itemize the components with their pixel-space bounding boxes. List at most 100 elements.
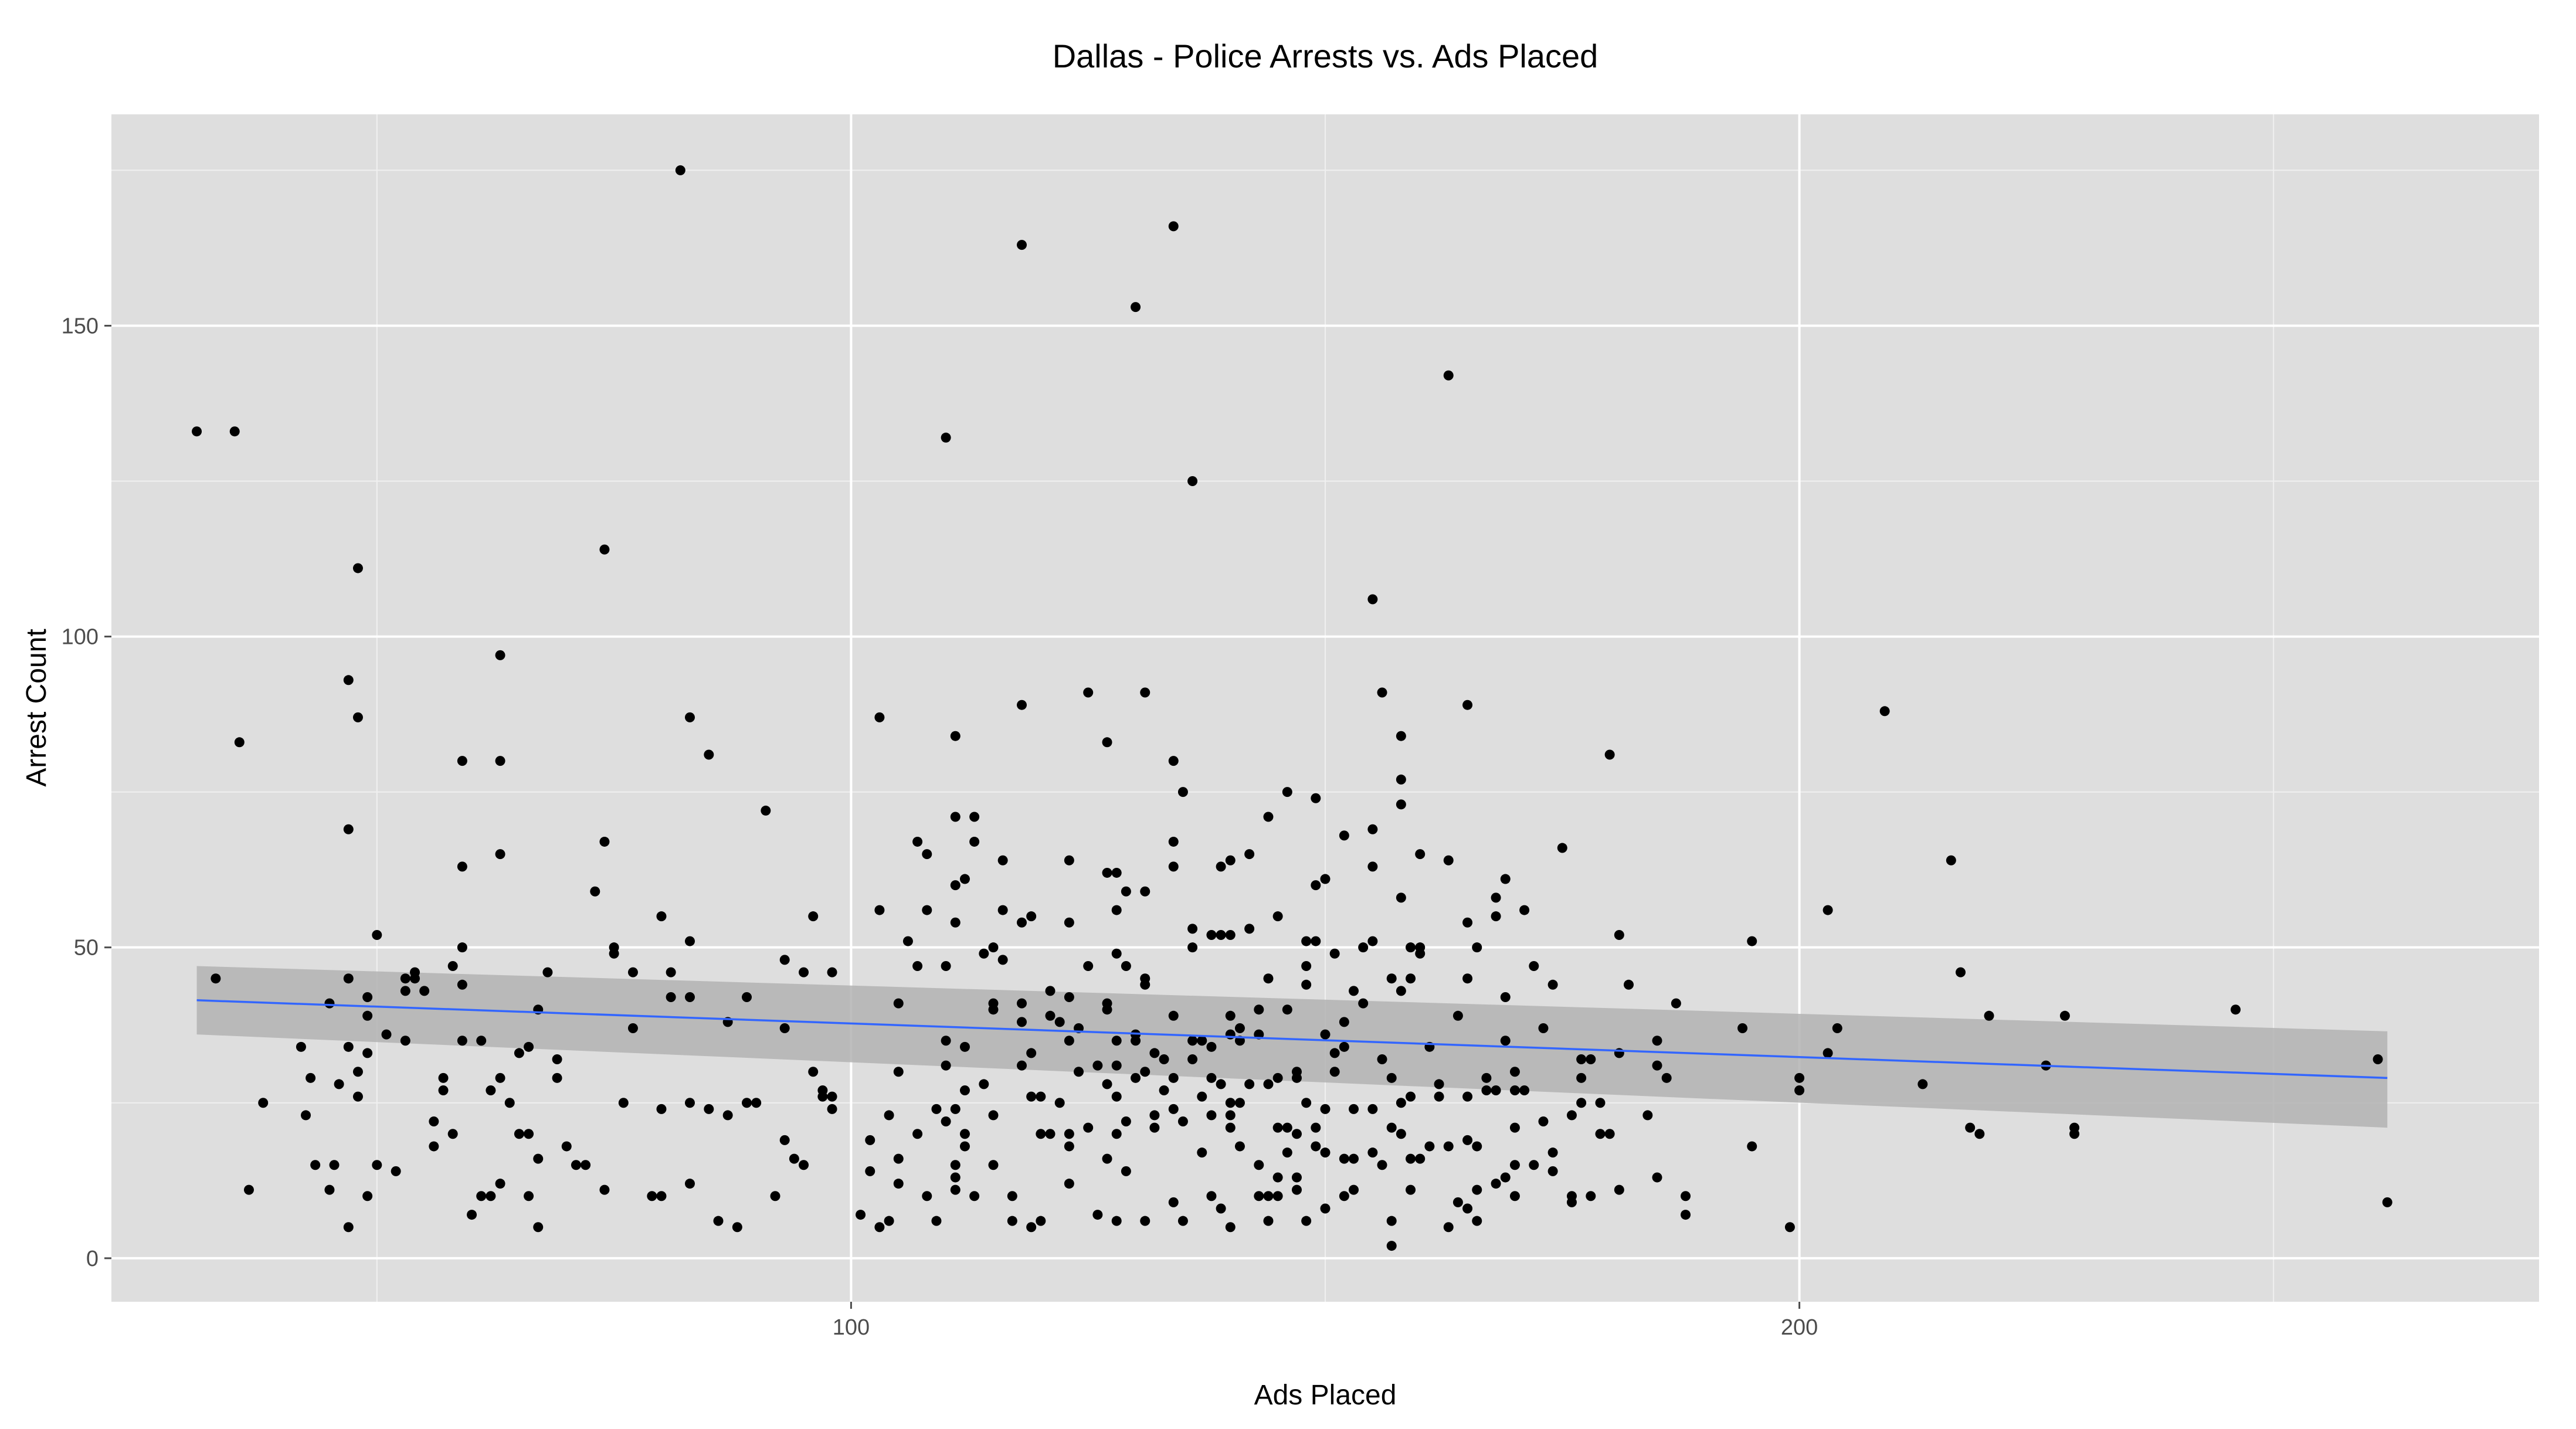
data-point: [1576, 1098, 1587, 1108]
data-point: [352, 563, 363, 573]
data-point: [941, 960, 951, 971]
data-point: [1519, 905, 1530, 915]
data-point: [856, 1210, 866, 1220]
data-point: [1064, 855, 1074, 865]
data-point: [1917, 1079, 1928, 1089]
data-point: [1595, 1129, 1606, 1139]
data-point: [1083, 960, 1094, 971]
data-point: [400, 986, 410, 996]
data-point: [969, 812, 980, 822]
data-point: [912, 1129, 923, 1139]
data-point: [1102, 1153, 1112, 1164]
data-point: [922, 849, 932, 860]
data-point: [997, 855, 1008, 865]
data-point: [1320, 874, 1331, 884]
data-point: [1159, 1085, 1169, 1096]
trend-line-layer: [196, 999, 2388, 1080]
data-point: [1007, 1216, 1017, 1226]
data-point: [1481, 1085, 1492, 1096]
data-point: [1111, 905, 1122, 915]
data-point: [1017, 700, 1027, 710]
data-point: [1282, 1148, 1292, 1158]
data-point: [1311, 880, 1321, 891]
data-point: [1974, 1129, 1985, 1139]
data-point: [1168, 1010, 1179, 1021]
data-point: [827, 1091, 837, 1102]
data-point: [1339, 830, 1349, 841]
data-point: [1111, 1060, 1122, 1071]
data-point: [419, 986, 430, 996]
data-point: [571, 1160, 581, 1170]
data-point: [1111, 867, 1122, 878]
data-point: [1054, 1017, 1065, 1027]
data-point: [1794, 1085, 1805, 1096]
data-point: [1472, 1216, 1482, 1226]
data-point: [1396, 1098, 1406, 1108]
data-point: [675, 165, 685, 175]
data-point: [1794, 1072, 1805, 1083]
data-point: [1367, 1104, 1378, 1114]
data-point: [1681, 1191, 1691, 1201]
data-point: [229, 426, 240, 437]
data-point: [704, 749, 714, 760]
data-point: [1339, 1153, 1349, 1164]
data-point: [1747, 936, 1757, 946]
data-point: [893, 1067, 904, 1077]
data-point: [1197, 1091, 1207, 1102]
data-point: [979, 948, 989, 959]
data-point: [561, 1141, 572, 1152]
data-point: [1206, 929, 1217, 940]
data-point: [1642, 1110, 1653, 1121]
data-point: [1244, 849, 1255, 860]
data-point: [912, 836, 923, 847]
data-point: [893, 998, 904, 1009]
data-point: [922, 1191, 932, 1201]
data-point: [524, 1191, 534, 1201]
data-point: [1452, 1010, 1463, 1021]
data-point: [1254, 1191, 1264, 1201]
data-point: [1984, 1010, 1994, 1021]
data-point: [1500, 874, 1511, 884]
data-point: [1234, 1098, 1245, 1108]
data-point: [1216, 1079, 1226, 1089]
data-point: [1206, 1191, 1217, 1201]
data-point: [1415, 1153, 1426, 1164]
data-point: [1149, 1110, 1160, 1121]
data-point: [1311, 793, 1321, 803]
data-point: [799, 967, 809, 977]
data-point: [1367, 936, 1378, 946]
data-point: [627, 967, 638, 977]
data-point: [362, 1191, 373, 1201]
data-point: [329, 1160, 340, 1170]
data-point: [1349, 1184, 1359, 1195]
data-point: [647, 1191, 657, 1201]
data-point: [1168, 221, 1179, 232]
data-point: [1415, 849, 1426, 860]
data-point: [1121, 960, 1131, 971]
data-point: [666, 992, 676, 1002]
data-point: [1406, 1091, 1416, 1102]
data-point: [1443, 1222, 1454, 1233]
data-point: [1083, 1122, 1094, 1133]
data-point: [1329, 1048, 1340, 1058]
data-point: [1234, 1023, 1245, 1034]
data-point: [352, 712, 363, 722]
data-point: [476, 1036, 487, 1046]
data-point: [1614, 1184, 1624, 1195]
data-point: [1168, 1104, 1179, 1114]
data-point: [997, 905, 1008, 915]
data-point: [1225, 1110, 1236, 1121]
data-point: [1263, 1216, 1274, 1226]
data-point: [1367, 594, 1378, 605]
x-axis-title: Ads Placed: [1254, 1380, 1397, 1411]
data-point: [324, 1184, 335, 1195]
data-point: [1102, 867, 1112, 878]
data-point: [950, 1172, 961, 1183]
data-point: [950, 917, 961, 928]
data-point: [495, 756, 505, 766]
data-point: [817, 1091, 828, 1102]
data-point: [1054, 1098, 1065, 1108]
data-point: [1406, 942, 1416, 953]
data-point: [1301, 979, 1312, 990]
data-point: [1358, 942, 1369, 953]
